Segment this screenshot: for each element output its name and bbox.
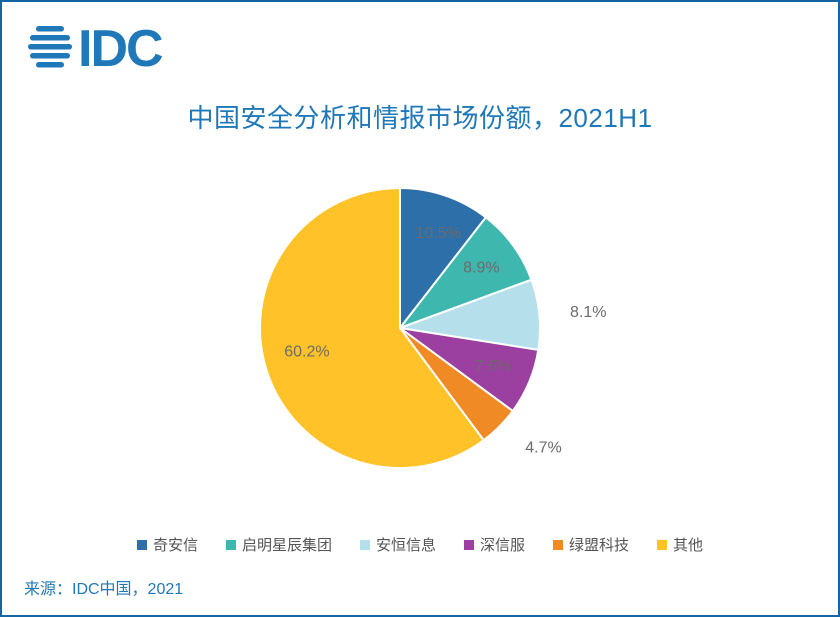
legend-label: 深信服 [480,534,525,555]
pie-slice-label: 60.2% [284,343,329,360]
source-text: 来源：IDC中国，2021 [24,575,183,599]
pie-slice-label: 4.7% [525,440,561,457]
legend-label: 奇安信 [153,534,198,555]
pie-slice-label: 8.9% [463,259,499,276]
legend-label: 安恒信息 [376,534,436,555]
pie-slice-label: 8.1% [570,304,606,321]
legend-swatch [464,540,474,550]
legend-item: 深信服 [464,534,525,555]
legend-swatch [657,540,667,550]
legend-swatch [360,540,370,550]
chart-title: 中国安全分析和情报市场份额，2021H1 [2,98,838,135]
legend-item: 奇安信 [137,534,198,555]
legend-label: 启明星辰集团 [242,534,332,555]
pie-slice-label: 7.6% [475,358,511,375]
legend-item: 其他 [657,534,703,555]
legend: 奇安信 启明星辰集团 安恒信息 深信服 绿盟科技 其他 [2,534,838,555]
svg-text:IDC: IDC [78,20,163,76]
idc-logo: IDC [26,20,196,76]
pie-chart: 10.5%8.9% 8.1% 7.6% 4.7% 60.2% [2,158,838,490]
legend-item: 安恒信息 [360,534,436,555]
legend-swatch [226,540,236,550]
legend-swatch [553,540,563,550]
legend-item: 启明星辰集团 [226,534,332,555]
legend-label: 绿盟科技 [569,534,629,555]
chart-card: IDC 中国安全分析和情报市场份额，2021H1 10.5%8.9% 8.1% 7.… [0,0,840,617]
pie-slice-label: 10.5% [415,225,460,242]
legend-item: 绿盟科技 [553,534,629,555]
legend-swatch [137,540,147,550]
legend-label: 其他 [673,534,703,555]
